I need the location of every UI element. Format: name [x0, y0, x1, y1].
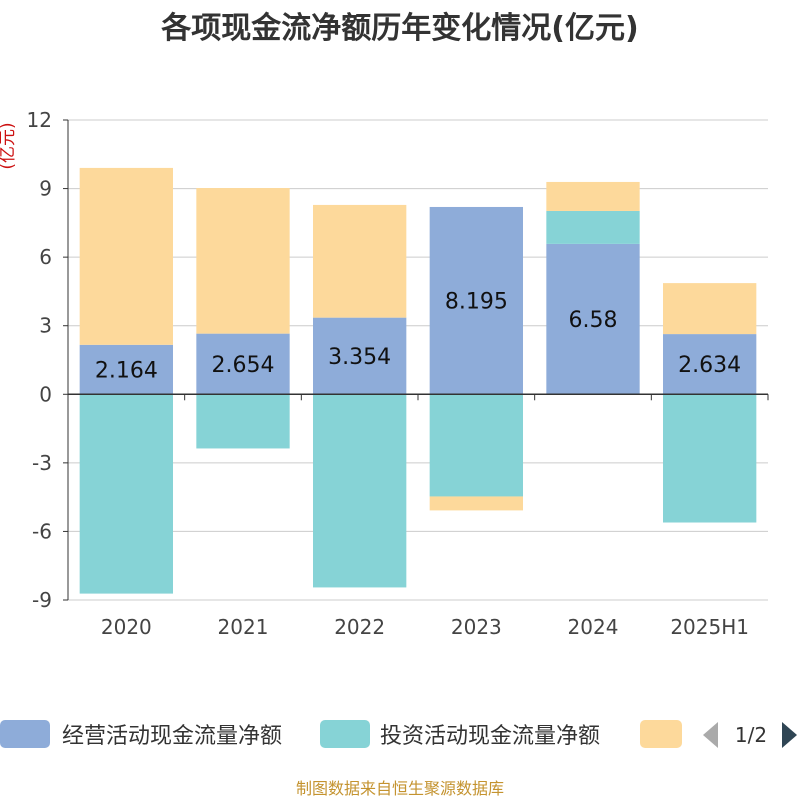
legend-item-investing[interactable]: 投资活动现金流量净额 — [320, 720, 600, 749]
data-label-2023: 8.195 — [445, 290, 508, 315]
x-tick-label: 2025H1 — [670, 615, 749, 639]
legend-label-investing[interactable]: 投资活动现金流量净额 — [380, 724, 600, 749]
y-tick-label: 0 — [39, 382, 52, 406]
x-tick-label: 2021 — [218, 615, 269, 639]
data-label-2025H1: 2.634 — [678, 353, 741, 378]
legend-page-indicator: 1/2 — [735, 723, 767, 747]
data-label-2024: 6.58 — [569, 308, 618, 333]
bars — [79, 167, 757, 594]
legend-swatch-operating[interactable] — [0, 720, 50, 748]
bar-2024-series-3 — [546, 181, 640, 211]
y-tick-label: 9 — [39, 177, 52, 201]
bar-2024-series-2 — [546, 210, 640, 244]
bar-2021-series-2 — [196, 394, 290, 449]
y-tick-label: 3 — [39, 314, 52, 338]
data-label-2022: 3.354 — [328, 345, 391, 370]
x-tick-label: 2020 — [101, 615, 152, 639]
y-tick-label: -6 — [32, 519, 52, 543]
data-label-2021: 2.654 — [212, 353, 275, 378]
chart-labels: 12 9 6 3 0 -3 -6 -9 2.164 2.654 3.354 8.195 6.58 2.63… — [27, 108, 749, 639]
bar-2023-series-2 — [429, 394, 523, 497]
legend-item-operating[interactable]: 经营活动现金流量净额 — [0, 720, 282, 749]
chart-title: 各项现金流净额历年变化情况(亿元) — [160, 11, 638, 46]
bar-2025H1-series-3 — [663, 283, 757, 335]
legend-swatch-investing[interactable] — [320, 720, 370, 748]
bar-2025H1-series-1 — [663, 334, 757, 395]
bar-2021-series-3 — [196, 188, 290, 334]
legend: 经营活动现金流量净额 投资活动现金流量净额 1/2 — [0, 720, 797, 749]
y-tick-label: -3 — [32, 451, 52, 475]
x-tick-label: 2024 — [568, 615, 619, 639]
bar-2020-series-1 — [79, 344, 173, 395]
x-tick-label: 2022 — [334, 615, 385, 639]
bar-2024-series-1 — [546, 243, 640, 395]
bar-2022-series-3 — [313, 204, 407, 318]
axes — [63, 119, 769, 601]
bar-2022-series-1 — [313, 317, 407, 395]
bar-2020-series-2 — [79, 394, 173, 594]
data-label-2020: 2.164 — [95, 359, 158, 384]
bar-2022-series-2 — [313, 394, 407, 588]
y-tick-label: 6 — [39, 245, 52, 269]
source-note: 制图数据来自恒生聚源数据库 — [296, 779, 504, 798]
y-axis-unit-label: (亿元) — [0, 122, 18, 169]
y-tick-label: 12 — [27, 108, 52, 132]
bar-2020-series-3 — [79, 167, 173, 345]
bar-2025H1-series-2 — [663, 394, 757, 523]
bar-2021-series-1 — [196, 333, 290, 395]
triangle-left-icon[interactable] — [703, 722, 718, 748]
legend-label-operating[interactable]: 经营活动现金流量净额 — [62, 724, 282, 749]
x-tick-label: 2023 — [451, 615, 502, 639]
gridlines — [68, 119, 768, 601]
bar-2023-series-3 — [429, 496, 523, 511]
legend-item-third-series[interactable] — [640, 720, 682, 748]
legend-swatch-third-series[interactable] — [640, 720, 682, 748]
triangle-right-icon[interactable] — [782, 722, 797, 748]
bar-2023-series-1 — [429, 206, 523, 395]
y-tick-label: -9 — [32, 588, 52, 612]
